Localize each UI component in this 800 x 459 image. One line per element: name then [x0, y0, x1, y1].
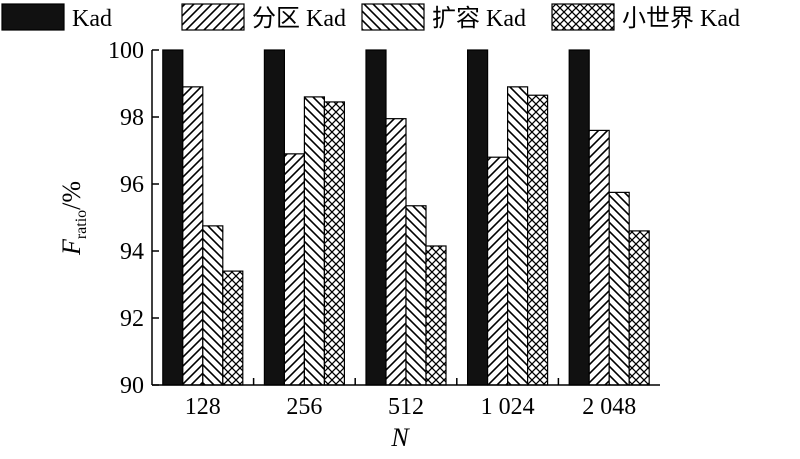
bar-series-2-cat-3 — [507, 86, 529, 386]
legend-swatch-series-0 — [1, 3, 65, 31]
bar-series-3-cat-0 — [222, 270, 244, 386]
y-tick-label: 100 — [108, 38, 144, 64]
y-tick-label: 96 — [120, 172, 144, 198]
bar-series-1-cat-1 — [283, 153, 305, 386]
bar-series-0-cat-1 — [263, 49, 285, 386]
bar-series-3-cat-1 — [323, 101, 345, 386]
bar-series-2-cat-2 — [405, 205, 427, 386]
x-tick-label: 512 — [388, 394, 424, 420]
bar-series-1-cat-2 — [385, 118, 407, 386]
y-axis-title: Fratio/% — [57, 181, 90, 256]
bar-series-0-cat-3 — [467, 49, 489, 386]
y-tick-label: 92 — [120, 306, 144, 332]
x-axis-title: N — [390, 423, 410, 452]
y-axis-title-main: F — [57, 238, 86, 256]
y-tick-label: 98 — [120, 105, 144, 131]
bar-series-1-cat-0 — [182, 86, 204, 386]
legend-swatch-series-1 — [181, 3, 245, 31]
x-tick-label: 256 — [286, 394, 322, 420]
bar-series-2-cat-0 — [202, 225, 224, 386]
legend-label-series-1: 分区 Kad — [252, 5, 346, 32]
legend: Kad 分区 Kad 扩容 Kad 小世界 Kad — [1, 3, 740, 32]
bar-series-3-cat-4 — [628, 230, 650, 386]
x-tick-label: 128 — [185, 394, 221, 420]
y-axis-title-subscript: ratio — [73, 210, 90, 239]
axes-group: 90 92 94 96 98 100 128 256 512 1 024 2 048 — [108, 38, 660, 420]
legend-swatch-series-3 — [551, 3, 615, 31]
y-axis-title-suffix: /% — [57, 181, 86, 210]
bars-group — [162, 49, 650, 386]
bar-series-1-cat-3 — [487, 156, 509, 386]
bar-series-1-cat-4 — [588, 129, 610, 386]
legend-swatch-series-2 — [361, 3, 425, 31]
bar-series-2-cat-1 — [303, 96, 325, 386]
bar-series-0-cat-4 — [568, 49, 590, 386]
y-tick-label: 90 — [120, 373, 144, 399]
bar-series-3-cat-3 — [526, 94, 549, 386]
legend-label-series-2: 扩容 Kad — [432, 5, 526, 32]
bar-series-3-cat-2 — [425, 245, 447, 386]
x-tick-label: 1 024 — [481, 394, 535, 420]
bar-series-0-cat-2 — [365, 49, 387, 386]
y-tick-label: 94 — [120, 239, 144, 265]
legend-label-series-3: 小世界 Kad — [622, 5, 740, 32]
bar-series-2-cat-4 — [608, 191, 630, 386]
legend-label-series-0: Kad — [72, 6, 112, 32]
x-tick-label: 2 048 — [582, 394, 636, 420]
bar-series-0-cat-0 — [162, 49, 184, 386]
